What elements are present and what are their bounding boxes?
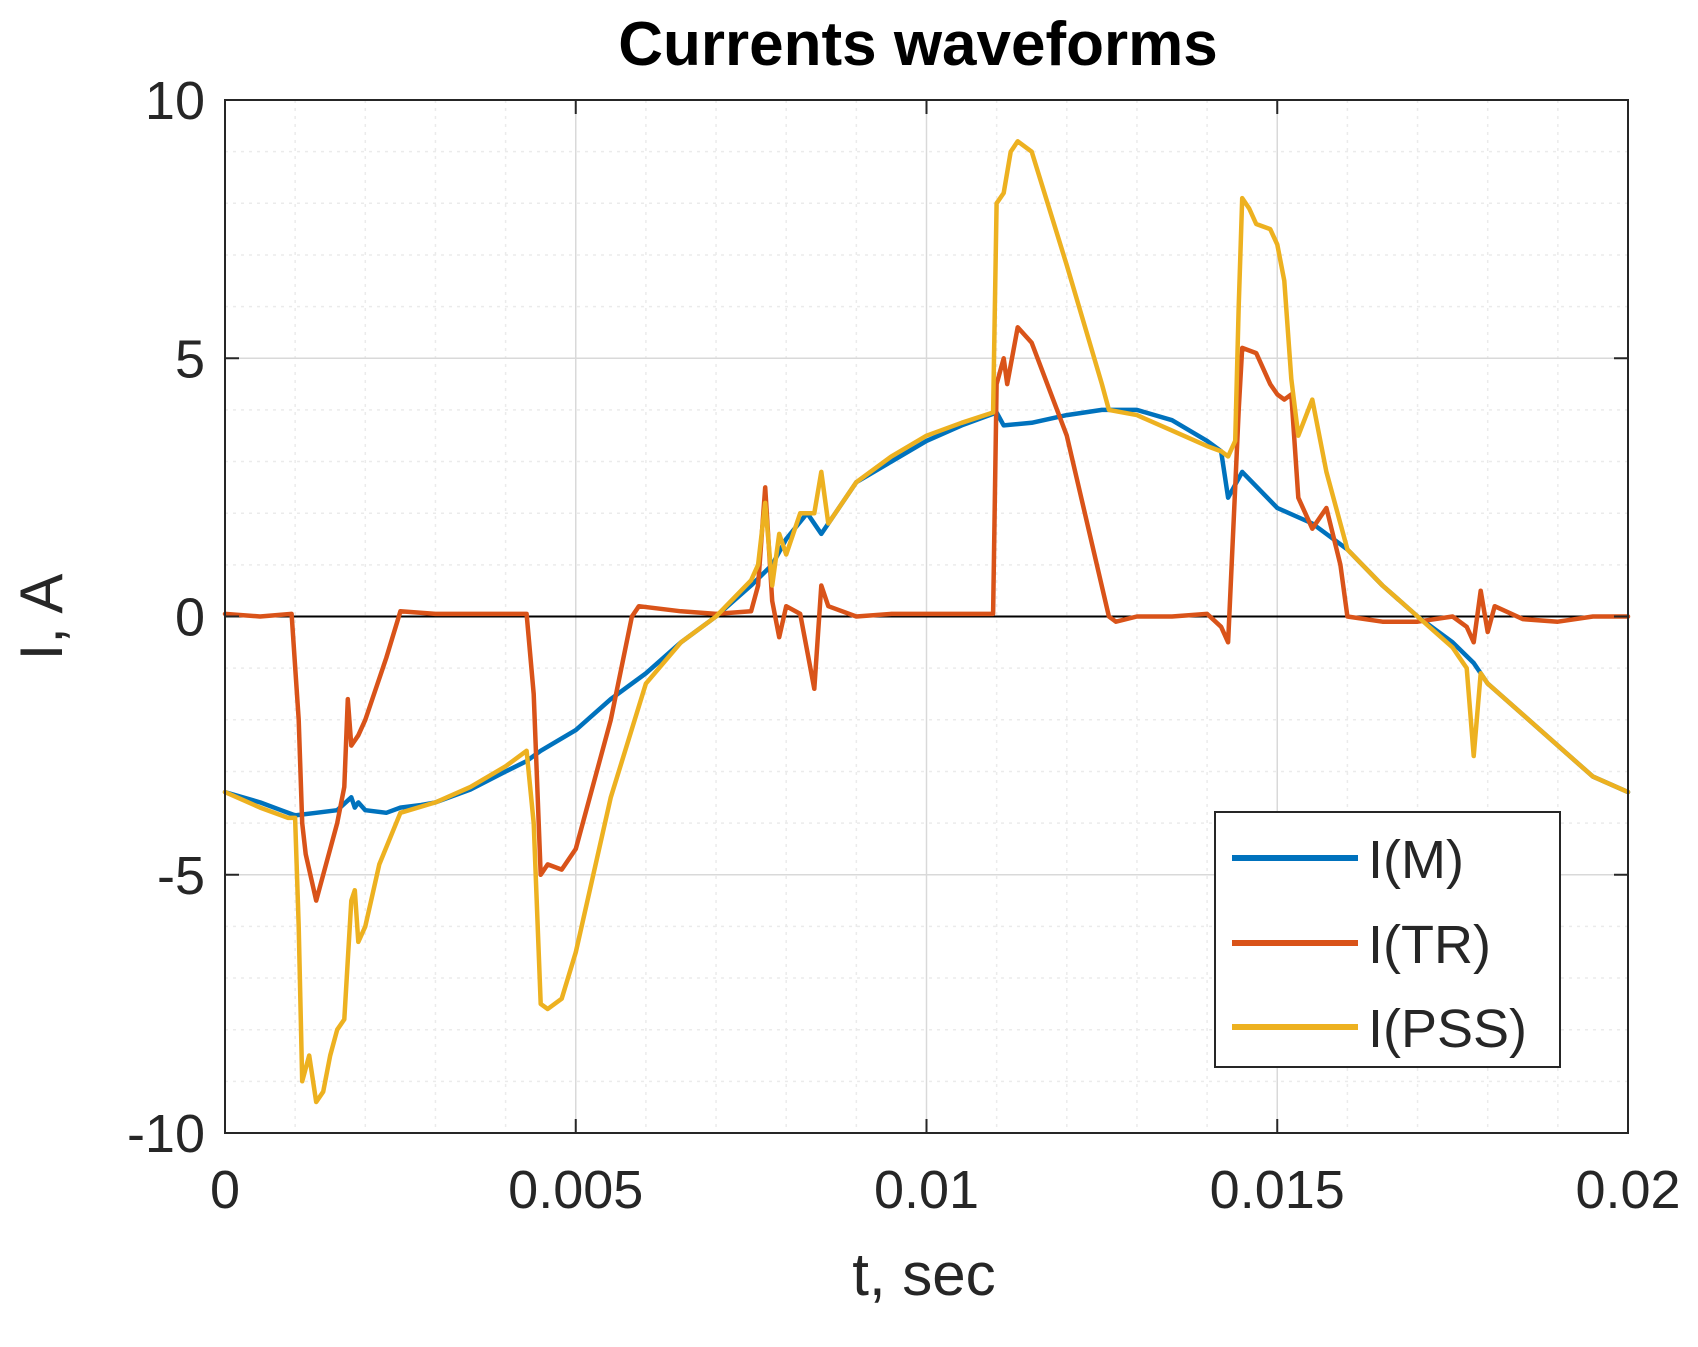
y-tick-label: 5 [175,329,205,389]
legend: I(M) I(TR) I(PSS) [1214,811,1561,1068]
legend-label-i-m: I(M) [1368,830,1464,890]
x-tick-label: 0.01 [874,1160,979,1220]
y-tick-label: -5 [157,846,205,906]
y-tick-label: -10 [127,1104,205,1164]
series-line-i-pss [222,139,1631,1105]
x-axis-label: t, sec [852,1241,995,1308]
x-tick-label: 0.02 [1575,1160,1680,1220]
y-tick-label: 0 [175,588,205,648]
series-line-i-tr [222,325,1631,903]
x-tick-label: 0 [210,1160,240,1220]
tick-marks [224,99,1629,1134]
chart-title: Currents waveforms [618,10,1218,79]
y-tick-label: 10 [145,71,205,131]
y-axis-label: I, A [8,574,75,661]
legend-label-i-pss: I(PSS) [1368,999,1527,1059]
x-tick-label: 0.005 [508,1160,643,1220]
legend-label-i-tr: I(TR) [1368,915,1491,975]
x-tick-label: 0.015 [1210,1160,1345,1220]
y-tick-labels: -10 -5 0 5 10 [127,71,205,1164]
x-tick-labels: 0 0.005 0.01 0.015 0.02 [210,1160,1681,1220]
series-group [222,139,1631,1105]
